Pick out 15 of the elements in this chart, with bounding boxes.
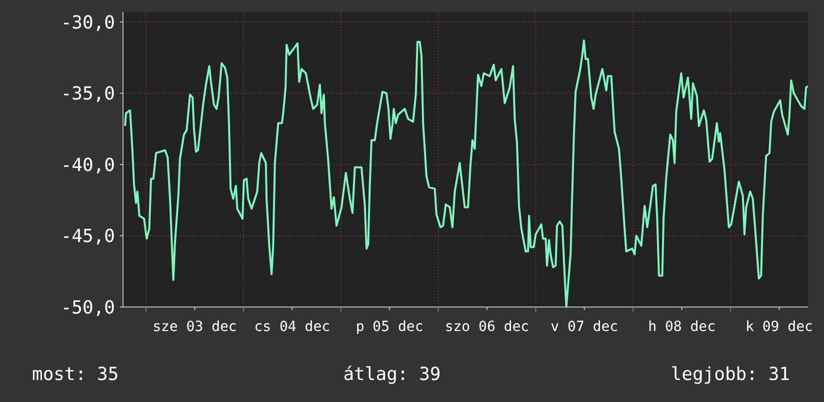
y-tick-label: -35,0 [60,84,115,105]
x-tick-label: szo 06 dec [444,319,530,335]
x-tick-label: cs 04 dec [254,319,330,335]
y-tick-label: -40,0 [60,154,115,176]
y-tick-label: -50,0 [60,297,115,318]
text: most: 35 [32,364,119,385]
x-tick-label: p 05 dec [356,319,424,335]
y-tick-label: -30,0 [60,12,115,34]
x-tick-label: h 08 dec [648,319,716,335]
text: átlag: 39 [343,364,441,385]
text: legjobb: 31 [670,364,790,385]
x-tick-label: sze 03 dec [152,319,237,335]
y-tick-label: -45,0 [60,226,115,248]
x-tick-label: k 09 dec [746,319,813,335]
x-tick-label: v 07 dec [550,319,618,335]
